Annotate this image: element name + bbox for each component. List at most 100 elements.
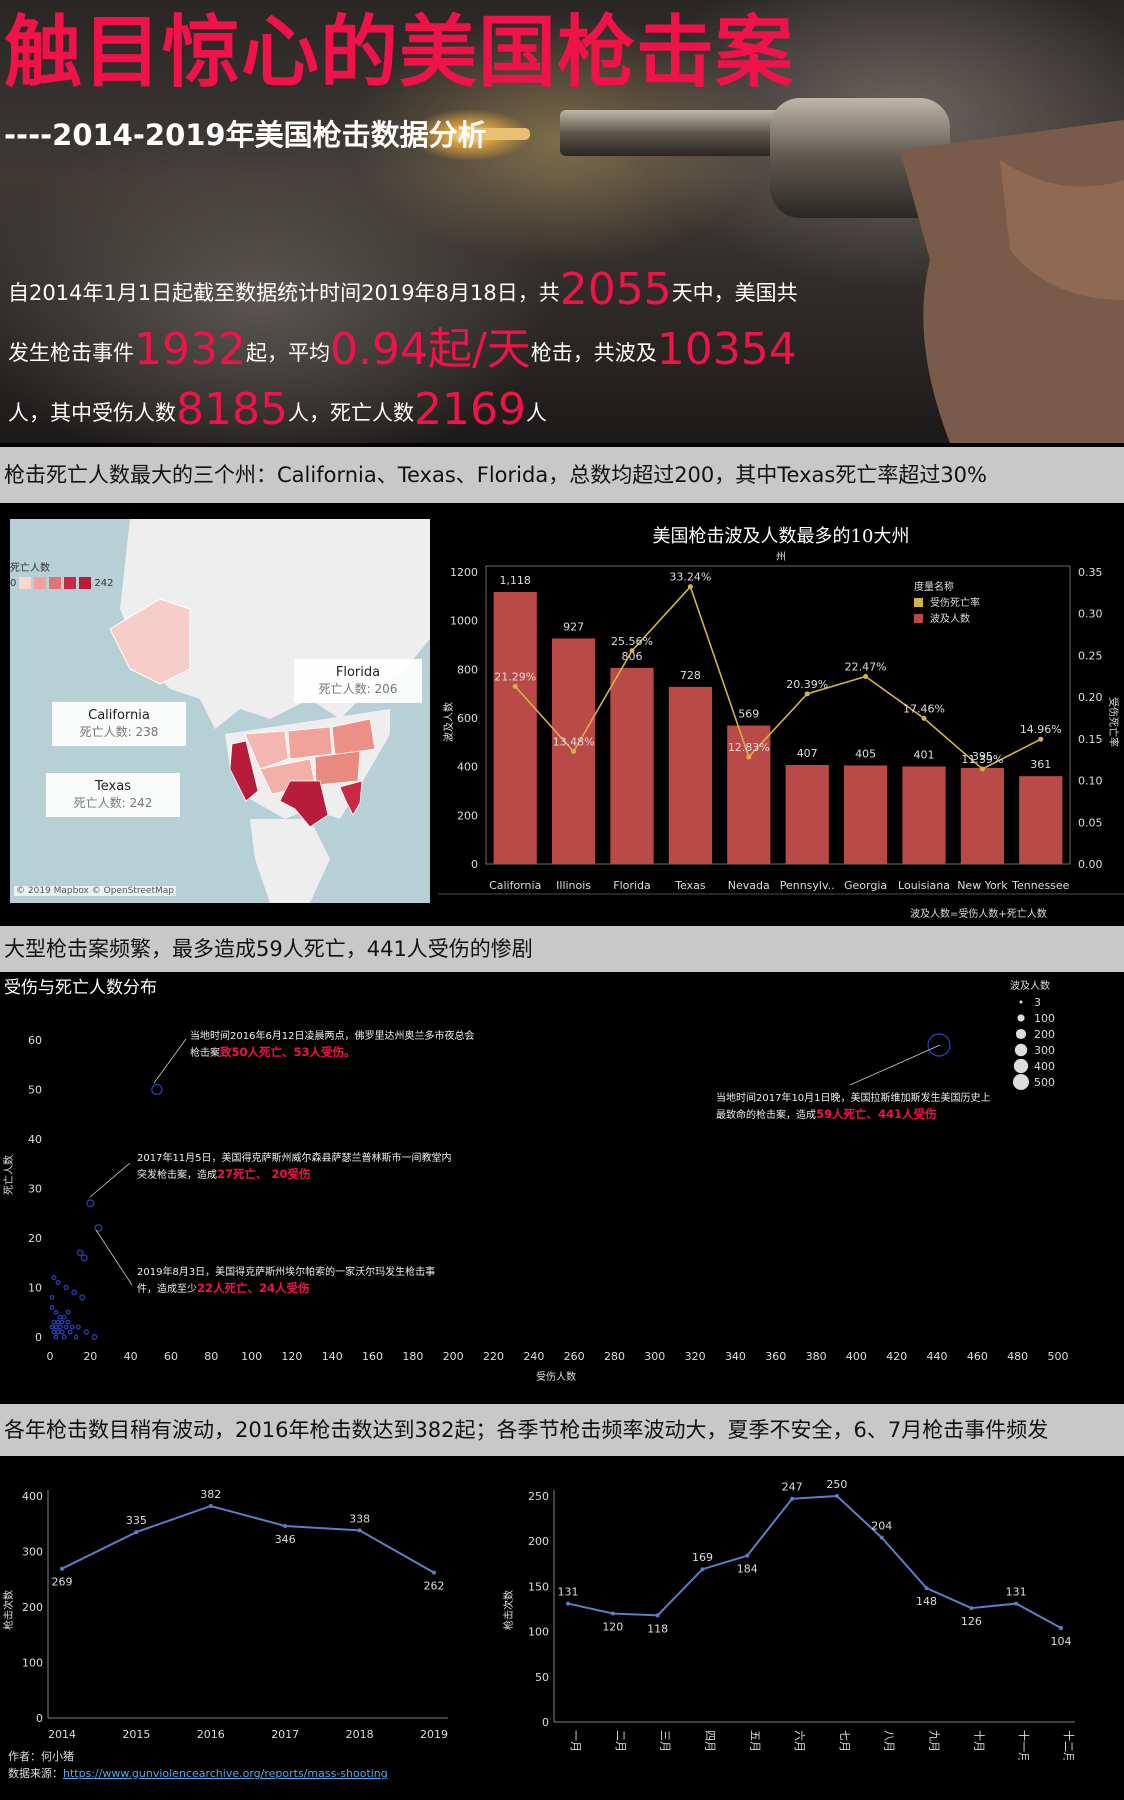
data-label: 131	[558, 1586, 579, 1599]
monthly-shootings-chart: 枪击次数 0 50 100 150 200 250 一月 二月 三月 四月 五月 六月 七月 八月 九月 十月…	[502, 1478, 1076, 1760]
summary-text: 天中，美国共	[671, 281, 798, 305]
summary-text: 人，死亡人数	[287, 401, 414, 425]
series-point	[790, 1496, 795, 1501]
scatter-point	[49, 1324, 55, 1330]
year-axes: 0 100 200 300 400 2014 2015 2016 2017 2018 2019	[22, 1490, 448, 1741]
series-point	[1059, 1625, 1063, 1630]
rate-label: 11.39%	[961, 753, 1003, 766]
size-legend-dot	[1019, 1000, 1023, 1004]
scatter-point	[73, 1334, 79, 1340]
x-tick-label: 280	[604, 1350, 625, 1363]
section-header-states: 枪击死亡人数最大的三个州：California、Texas、Florida，总数…	[0, 447, 1124, 503]
size-legend-label: 400	[1034, 1060, 1055, 1073]
y-tick-label: 400	[457, 761, 478, 774]
scatter-point	[151, 1083, 163, 1096]
rate-point	[863, 674, 869, 680]
y-tick-label: 100	[528, 1626, 549, 1639]
bar	[668, 686, 713, 864]
size-legend-label: 3	[1034, 996, 1041, 1009]
x-tick-label: 九月	[928, 1730, 941, 1752]
data-label: 346	[275, 1533, 296, 1546]
scatter-point	[59, 1329, 65, 1335]
y-right-tick-label: 0.35	[1078, 566, 1103, 579]
data-label: 335	[126, 1514, 147, 1527]
data-label: 104	[1051, 1635, 1072, 1648]
size-legend-dot	[1017, 1014, 1025, 1022]
y-tick-label: 0	[35, 1331, 42, 1344]
summary-text: 自2014年1月1日起截至数据统计时间2019年8月18日，共	[8, 281, 560, 305]
data-label: 120	[602, 1621, 623, 1634]
size-legend-dot	[1013, 1058, 1029, 1074]
y-right-tick-label: 0.20	[1078, 691, 1103, 704]
us-death-map[interactable]: 死亡人数 0 242 Florida 死亡人数: 206 California …	[10, 519, 430, 903]
bar	[785, 764, 829, 864]
series-point	[60, 1566, 64, 1571]
map-card-california[interactable]: California 死亡人数: 238	[52, 702, 186, 746]
rate-point	[1038, 736, 1044, 742]
y-tick-label: 0	[36, 1712, 43, 1725]
x-tick-label: 2019	[420, 1728, 448, 1741]
x-tick-label: 五月	[748, 1730, 761, 1752]
y-tick-label: 250	[528, 1490, 549, 1503]
y-tick-label: 600	[457, 712, 478, 725]
bar-value-label: 401	[914, 748, 935, 761]
year-line: 269 335 382 346 338 262	[52, 1488, 445, 1593]
y-right-tick-label: 0.05	[1078, 816, 1103, 829]
data-label: 118	[647, 1622, 668, 1635]
size-legend-dot	[1014, 1043, 1028, 1057]
stat-deaths: 2169	[413, 384, 526, 435]
annotation-lasvegas-line1: 当地时间2017年10月1日晚，美国拉斯维加斯发生美国历史上	[716, 1091, 991, 1104]
x-tick-label: 480	[1007, 1350, 1028, 1363]
scatter-point	[83, 1329, 90, 1335]
map-card-texas[interactable]: Texas 死亡人数: 242	[46, 773, 180, 817]
bar	[1019, 776, 1063, 864]
series-point	[879, 1535, 884, 1540]
y-tick-label: 200	[528, 1535, 549, 1548]
map-legend-title: 死亡人数	[10, 563, 50, 574]
annotation-orlando-line2: 枪击案致50人死亡、53人受伤。	[190, 1045, 356, 1059]
chart-title: 美国枪击波及人数最多的10大州	[653, 526, 910, 547]
annotation-text: 枪击案	[190, 1046, 220, 1059]
x-tick-label: 四月	[703, 1730, 716, 1752]
bar	[727, 725, 771, 864]
scatter-title: 受伤与死亡人数分布	[4, 978, 157, 998]
legend-swatch-rate	[914, 598, 923, 607]
bar	[902, 766, 946, 864]
stat-injured: 8185	[176, 384, 288, 435]
rate-point	[571, 749, 577, 755]
series-point	[566, 1601, 570, 1606]
annotation-highlight: 致50人死亡、53人受伤。	[220, 1045, 356, 1059]
x-tick-label: Texas	[674, 879, 706, 892]
scatter-point	[67, 1329, 73, 1335]
series-point	[134, 1530, 139, 1535]
source-link[interactable]: https://www.gunviolencearchive.org/repor…	[63, 1767, 388, 1780]
y-right-tick-label: 0.30	[1078, 608, 1103, 621]
annotation-leader	[95, 1229, 133, 1286]
x-tick-label: Illinois	[556, 879, 591, 892]
summary-text: 起，平均	[245, 341, 330, 365]
x-tick-label: 240	[523, 1350, 544, 1363]
data-label: 382	[200, 1488, 221, 1501]
scatter-point	[51, 1275, 57, 1281]
data-label: 126	[961, 1615, 982, 1628]
x-tick-label: 2016	[197, 1728, 225, 1741]
annotation-leader	[89, 1162, 131, 1198]
map-card-florida[interactable]: Florida 死亡人数: 206	[294, 659, 422, 703]
annotation-leader	[153, 1038, 187, 1084]
bar-ylabel: 波及人数	[442, 702, 455, 742]
bar	[843, 765, 888, 864]
legend-label-affected: 波及人数	[930, 612, 970, 625]
data-label: 204	[871, 1520, 892, 1533]
y-right-tick-label: 0.15	[1078, 733, 1103, 746]
x-tick-label: 二月	[614, 1730, 627, 1752]
plot-frame	[485, 565, 1071, 865]
annotation-leader	[849, 1044, 941, 1086]
x-tick-label: 460	[967, 1350, 988, 1363]
size-legend-label: 300	[1034, 1044, 1055, 1057]
revolver-illustration	[410, 98, 1124, 443]
scatter-point	[63, 1284, 69, 1291]
data-label: 250	[826, 1478, 847, 1491]
x-tick-label: 440	[927, 1350, 948, 1363]
legend-title: 度量名称	[914, 580, 954, 593]
x-tick-label: 180	[402, 1350, 423, 1363]
